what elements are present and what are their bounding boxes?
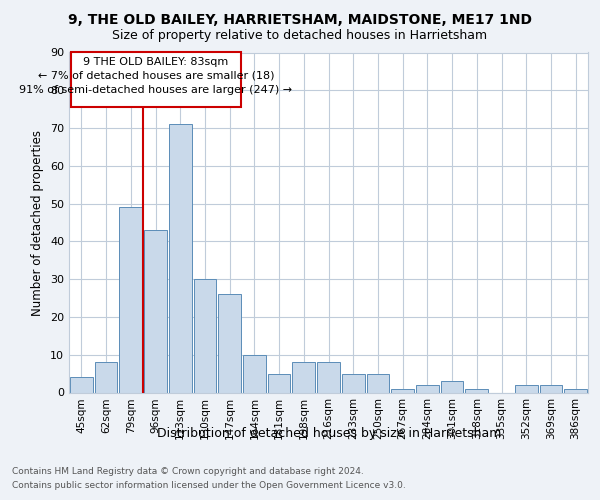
Bar: [268, 374, 290, 392]
Bar: [342, 374, 365, 392]
FancyBboxPatch shape: [71, 52, 241, 108]
Text: ← 7% of detached houses are smaller (18): ← 7% of detached houses are smaller (18): [38, 70, 274, 81]
Bar: [539, 385, 562, 392]
Bar: [441, 381, 463, 392]
Text: Distribution of detached houses by size in Harrietsham: Distribution of detached houses by size …: [157, 428, 501, 440]
Bar: [367, 374, 389, 392]
Bar: [391, 388, 414, 392]
Bar: [218, 294, 241, 392]
Bar: [564, 388, 587, 392]
Bar: [70, 378, 93, 392]
Bar: [95, 362, 118, 392]
Bar: [169, 124, 191, 392]
Bar: [515, 385, 538, 392]
Text: Contains public sector information licensed under the Open Government Licence v3: Contains public sector information licen…: [12, 481, 406, 490]
Text: 91% of semi-detached houses are larger (247) →: 91% of semi-detached houses are larger (…: [19, 84, 292, 94]
Text: 9 THE OLD BAILEY: 83sqm: 9 THE OLD BAILEY: 83sqm: [83, 57, 229, 67]
Bar: [466, 388, 488, 392]
Bar: [317, 362, 340, 392]
Bar: [416, 385, 439, 392]
Bar: [243, 354, 266, 393]
Bar: [144, 230, 167, 392]
Y-axis label: Number of detached properties: Number of detached properties: [31, 130, 44, 316]
Text: Contains HM Land Registry data © Crown copyright and database right 2024.: Contains HM Land Registry data © Crown c…: [12, 468, 364, 476]
Bar: [119, 208, 142, 392]
Text: Size of property relative to detached houses in Harrietsham: Size of property relative to detached ho…: [112, 29, 488, 42]
Text: 9, THE OLD BAILEY, HARRIETSHAM, MAIDSTONE, ME17 1ND: 9, THE OLD BAILEY, HARRIETSHAM, MAIDSTON…: [68, 12, 532, 26]
Bar: [194, 279, 216, 392]
Bar: [292, 362, 315, 392]
